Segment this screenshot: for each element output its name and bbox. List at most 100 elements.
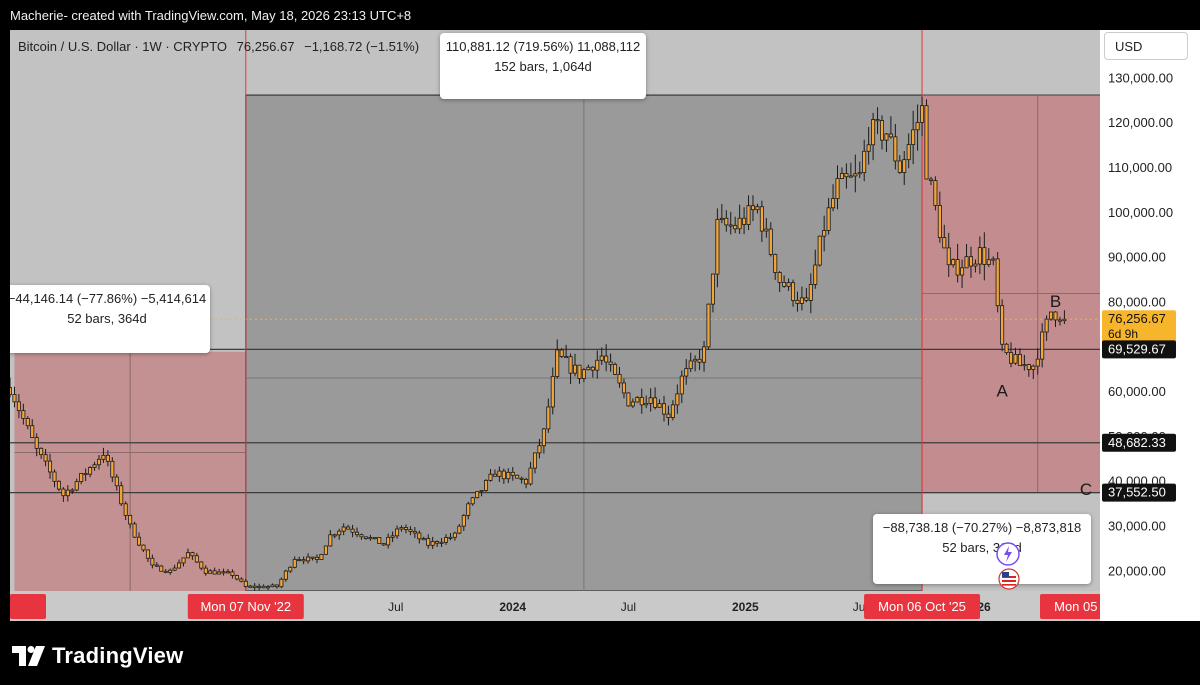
candle-body-155[interactable] — [697, 358, 702, 363]
candle-body-188[interactable] — [844, 172, 849, 178]
candle-body-5[interactable] — [30, 425, 35, 438]
candle-body-185[interactable] — [831, 198, 836, 209]
candle-body-170[interactable] — [764, 228, 769, 232]
candle-body-148[interactable] — [666, 413, 671, 418]
candle-body-154[interactable] — [693, 358, 698, 362]
candle-body-105[interactable] — [475, 491, 480, 499]
candle-body-165[interactable] — [742, 217, 747, 225]
candle-body-159[interactable] — [715, 219, 720, 275]
candle-body-216[interactable] — [968, 256, 973, 267]
candle-body-174[interactable] — [782, 281, 787, 287]
candle-body-80[interactable] — [363, 536, 368, 539]
candle-body-169[interactable] — [759, 206, 764, 232]
measure-box-2022-drop[interactable]: −44,146.14 (−77.86%) −5,414,614 52 bars,… — [10, 285, 210, 353]
candle-body-179[interactable] — [804, 297, 809, 301]
candle-body-171[interactable] — [768, 228, 773, 255]
candle-body-173[interactable] — [777, 272, 782, 283]
candle-body-236[interactable] — [1057, 319, 1062, 322]
candle-body-128[interactable] — [577, 364, 582, 379]
candle-body-190[interactable] — [853, 173, 858, 177]
candle-body-225[interactable] — [1009, 352, 1014, 364]
candle-body-0[interactable] — [10, 387, 13, 395]
candle-body-136[interactable] — [613, 364, 618, 375]
candle-body-181[interactable] — [813, 264, 818, 285]
candle-body-199[interactable] — [893, 136, 898, 162]
candle-body-116[interactable] — [524, 478, 529, 485]
candle-body-214[interactable] — [960, 267, 965, 276]
candle-body-211[interactable] — [946, 247, 951, 266]
candle-body-97[interactable] — [439, 541, 444, 544]
candle-body-8[interactable] — [43, 454, 48, 462]
candle-body-68[interactable] — [310, 556, 315, 559]
candle-body-222[interactable] — [995, 258, 1000, 307]
candle-body-11[interactable] — [56, 480, 61, 490]
candle-body-61[interactable] — [279, 578, 284, 588]
candle-body-98[interactable] — [443, 537, 449, 543]
candle-body-122[interactable] — [550, 376, 555, 408]
price-axis-scale[interactable]: 20,000.0030,000.0040,000.0050,000.0060,0… — [1100, 30, 1200, 621]
candle-body-24[interactable] — [114, 476, 119, 487]
candle-body-13[interactable] — [65, 489, 70, 497]
candle-body-112[interactable] — [506, 471, 511, 480]
candle-body-28[interactable] — [132, 523, 137, 538]
assistant-sparkle-icon[interactable] — [996, 542, 1020, 566]
candle-body-82[interactable] — [372, 537, 377, 540]
candle-body-85[interactable] — [386, 536, 391, 546]
candle-body-177[interactable] — [795, 300, 800, 304]
candle-body-161[interactable] — [724, 217, 729, 226]
candle-body-21[interactable] — [101, 454, 106, 460]
candle-body-20[interactable] — [96, 458, 101, 466]
candle-body-35[interactable] — [163, 570, 168, 573]
candle-body-101[interactable] — [457, 525, 462, 534]
candle-body-127[interactable] — [573, 364, 578, 374]
candle-body-147[interactable] — [661, 403, 667, 415]
candle-body-120[interactable] — [541, 428, 546, 447]
candle-body-234[interactable] — [1049, 311, 1054, 320]
candle-body-117[interactable] — [528, 467, 533, 485]
candle-body-52[interactable] — [239, 578, 244, 582]
candle-body-194[interactable] — [871, 119, 876, 146]
candle-body-182[interactable] — [817, 235, 822, 266]
candle-body-134[interactable] — [604, 355, 609, 363]
candle-body-192[interactable] — [862, 150, 867, 174]
candle-body-213[interactable] — [955, 259, 960, 276]
candle-body-56[interactable] — [257, 585, 262, 588]
measure-box-rally[interactable]: 110,881.12 (719.56%) 11,088,112 152 bars… — [440, 33, 646, 99]
candle-body-113[interactable] — [510, 471, 515, 476]
candle-body-220[interactable] — [986, 259, 991, 265]
candle-body-53[interactable] — [243, 580, 248, 587]
candle-body-218[interactable] — [977, 247, 982, 265]
candle-body-69[interactable] — [314, 556, 319, 560]
candle-body-79[interactable] — [359, 534, 364, 538]
candle-body-30[interactable] — [141, 544, 146, 551]
candle-body-93[interactable] — [421, 538, 426, 541]
candle-body-41[interactable] — [190, 552, 195, 557]
candle-body-29[interactable] — [137, 536, 142, 546]
candle-body-197[interactable] — [884, 133, 889, 141]
candle-body-163[interactable] — [733, 225, 738, 230]
candle-body-75[interactable] — [341, 526, 346, 532]
candle-body-55[interactable] — [252, 585, 257, 588]
candle-body-231[interactable] — [1035, 358, 1040, 367]
candle-body-31[interactable] — [145, 549, 150, 559]
candle-body-237[interactable] — [1062, 318, 1067, 322]
candle-body-114[interactable] — [515, 474, 520, 479]
candle-body-50[interactable] — [230, 571, 235, 576]
candle-body-221[interactable] — [991, 258, 996, 261]
price-axis[interactable]: 20,000.0030,000.0040,000.0050,000.0060,0… — [1100, 30, 1200, 621]
candle-body-115[interactable] — [519, 477, 524, 480]
candle-body-77[interactable] — [350, 528, 355, 533]
candle-body-176[interactable] — [791, 282, 796, 301]
candle-body-26[interactable] — [123, 503, 128, 516]
candle-body-95[interactable] — [430, 541, 435, 546]
candle-body-135[interactable] — [608, 361, 613, 365]
candle-body-54[interactable] — [248, 585, 253, 588]
candle-body-7[interactable] — [39, 447, 44, 456]
candle-body-78[interactable] — [355, 531, 360, 536]
candle-body-202[interactable] — [906, 144, 911, 161]
candle-body-25[interactable] — [119, 485, 124, 505]
candle-body-145[interactable] — [653, 397, 658, 408]
candle-body-17[interactable] — [83, 473, 88, 476]
candle-body-208[interactable] — [933, 180, 938, 206]
candle-body-73[interactable] — [332, 534, 337, 537]
